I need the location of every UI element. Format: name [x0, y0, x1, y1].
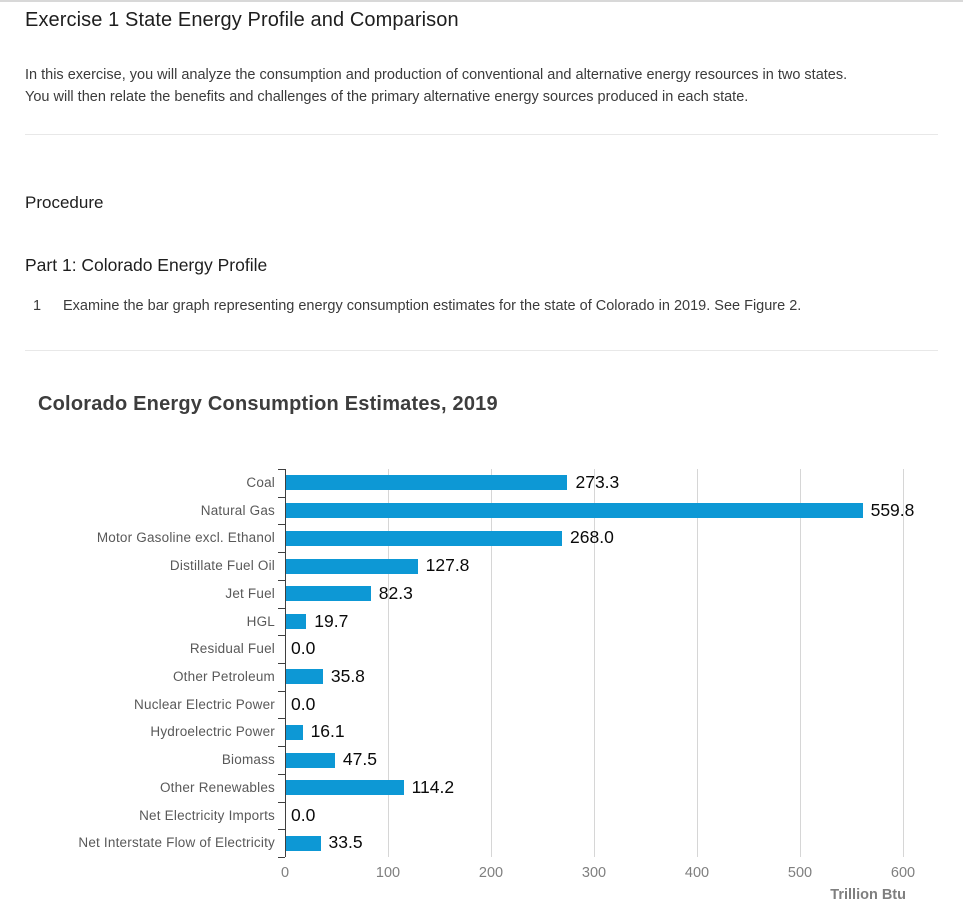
procedure-heading: Procedure — [25, 193, 104, 212]
y-axis-tick — [278, 774, 285, 775]
step-number: 1 — [33, 298, 42, 314]
y-axis-tick — [278, 552, 285, 553]
intro-line-2: You will then relate the benefits and ch… — [25, 89, 749, 105]
bar-chart-figure: Trillion Btu Coal 273.3 Natural Gas 559.8 Mo… — [25, 469, 938, 909]
bar-value-label: 114.2 — [411, 776, 455, 797]
bar — [286, 475, 568, 491]
x-axis-tick-label: 100 — [375, 865, 401, 881]
part1-heading: Part 1: Colorado Energy Profile — [25, 255, 268, 275]
bar-value-label: 273.3 — [575, 472, 620, 492]
chart-gridline — [697, 469, 698, 857]
intro-line-1: In this exercise, you will analyze the c… — [25, 67, 848, 83]
bar-value-label: 33.5 — [328, 832, 363, 853]
x-axis-unit-label: Trillion Btu — [830, 887, 906, 903]
chart-gridline — [800, 469, 801, 857]
bar — [286, 780, 404, 796]
step-text: Examine the bar graph representing energ… — [63, 298, 802, 314]
bar-value-label: 47.5 — [342, 749, 377, 770]
bar — [286, 586, 371, 602]
y-axis-tick — [278, 580, 285, 581]
bar-value-label: 35.8 — [330, 666, 365, 686]
bar-category-label: Motor Gasoline excl. Ethanol — [96, 530, 275, 546]
y-axis-tick — [278, 608, 285, 609]
y-axis-tick — [278, 497, 285, 498]
x-axis-tick-label: 0 — [280, 865, 290, 881]
chart-gridline — [388, 469, 389, 857]
bar — [286, 835, 321, 851]
bar-value-label: 19.7 — [314, 610, 349, 631]
bar-value-label: 16.1 — [310, 721, 345, 742]
intro-paragraph: In this exercise, you will analyze the c… — [25, 64, 935, 108]
bar-category-label: Other Renewables — [159, 779, 275, 795]
bar-value-label: 268.0 — [570, 527, 614, 548]
bar-category-label: Jet Fuel — [225, 585, 275, 601]
y-axis-tick — [278, 635, 285, 636]
bar-value-label: 82.3 — [378, 582, 413, 603]
bar-category-label: Natural Gas — [200, 502, 275, 518]
bar — [286, 503, 863, 519]
y-axis-tick — [278, 663, 285, 664]
bar — [286, 669, 323, 685]
bar — [286, 558, 418, 574]
page-title: Exercise 1 State Energy Profile and Comp… — [25, 9, 459, 31]
section-divider — [25, 134, 938, 135]
bar-category-label: Biomass — [221, 752, 275, 768]
y-axis-tick — [278, 524, 285, 525]
bar — [286, 752, 335, 768]
y-axis-tick — [278, 746, 285, 747]
bar-category-label: Net Electricity Imports — [139, 807, 275, 823]
bar-value-label: 127.8 — [425, 555, 470, 576]
bar — [286, 613, 307, 629]
x-axis-tick-label: 200 — [478, 865, 504, 881]
bar-category-label: Coal — [246, 475, 275, 490]
bar-category-label: Net Interstate Flow of Electricity — [78, 835, 275, 851]
bar-category-label: Hydroelectric Power — [150, 724, 275, 740]
x-axis-tick-label: 400 — [684, 865, 710, 881]
bar — [286, 530, 563, 546]
chart-title: Colorado Energy Consumption Estimates, 2… — [38, 393, 498, 415]
bar-value-label: 0.0 — [291, 638, 316, 659]
chart-gridline — [491, 469, 492, 857]
x-axis-tick-label: 300 — [581, 865, 607, 881]
x-axis-tick-label: 600 — [890, 865, 916, 881]
bar-value-label: 0.0 — [291, 804, 316, 825]
bar-value-label: 0.0 — [291, 693, 316, 714]
y-axis-tick — [278, 857, 285, 858]
bar — [286, 724, 303, 740]
chart-gridline — [594, 469, 595, 857]
y-axis-tick — [278, 802, 285, 803]
section-divider — [25, 350, 938, 351]
y-axis-tick — [278, 691, 285, 692]
bar-category-label: Residual Fuel — [189, 641, 275, 657]
bar-category-label: Distillate Fuel Oil — [169, 558, 275, 574]
y-axis-tick — [278, 829, 285, 830]
chart-plot — [285, 469, 904, 857]
bar-category-label: HGL — [246, 613, 275, 629]
bar-category-label: Other Petroleum — [172, 669, 275, 684]
x-axis-tick-label: 500 — [787, 865, 813, 881]
chart-gridline — [903, 469, 904, 857]
bar-category-label: Nuclear Electric Power — [134, 696, 275, 712]
bar-value-label: 559.8 — [870, 499, 915, 520]
y-axis-tick — [278, 718, 285, 719]
y-axis-tick — [278, 469, 285, 470]
